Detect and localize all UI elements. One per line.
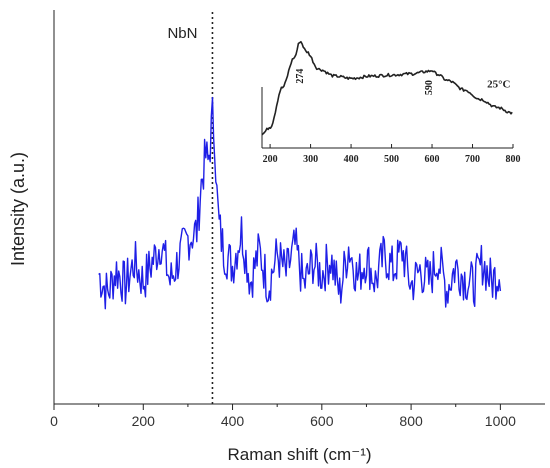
inset-x-tick-label: 300 [303, 154, 318, 165]
x-tick-label: 400 [221, 413, 245, 429]
nbn-annotation: NbN [167, 25, 197, 42]
x-axis-label: Raman shift (cm⁻¹) [227, 445, 371, 464]
main-plot: 0 200 400 600 800 1000 NbN Raman shift (cm⁻¹)… [8, 10, 545, 464]
raman-spectrum-series [98, 96, 502, 310]
inset-plot: 200 300 400 500 600 700 800 274 590 25°C [261, 40, 521, 165]
inset-x-tick-label: 200 [263, 154, 278, 165]
x-tick-label: 0 [50, 413, 58, 429]
inset-x-tick-label: 500 [384, 154, 399, 165]
x-tick-label: 800 [399, 413, 423, 429]
inset-x-tick-label: 800 [506, 154, 521, 165]
x-tick-label: 200 [132, 413, 156, 429]
inset-x-tick-label: 700 [465, 154, 480, 165]
y-axis-label: Intensity (a.u.) [8, 152, 28, 266]
inset-peak-label-274: 274 [295, 69, 306, 84]
inset-temperature-label: 25°C [487, 79, 510, 91]
inset-x-tick-label: 400 [344, 154, 359, 165]
inset-peak-label-590: 590 [424, 80, 435, 95]
inset-spectrum-series [261, 40, 513, 136]
x-tick-label: 600 [310, 413, 334, 429]
x-tick-label: 1000 [485, 413, 516, 429]
inset-x-tick-label: 600 [425, 154, 440, 165]
